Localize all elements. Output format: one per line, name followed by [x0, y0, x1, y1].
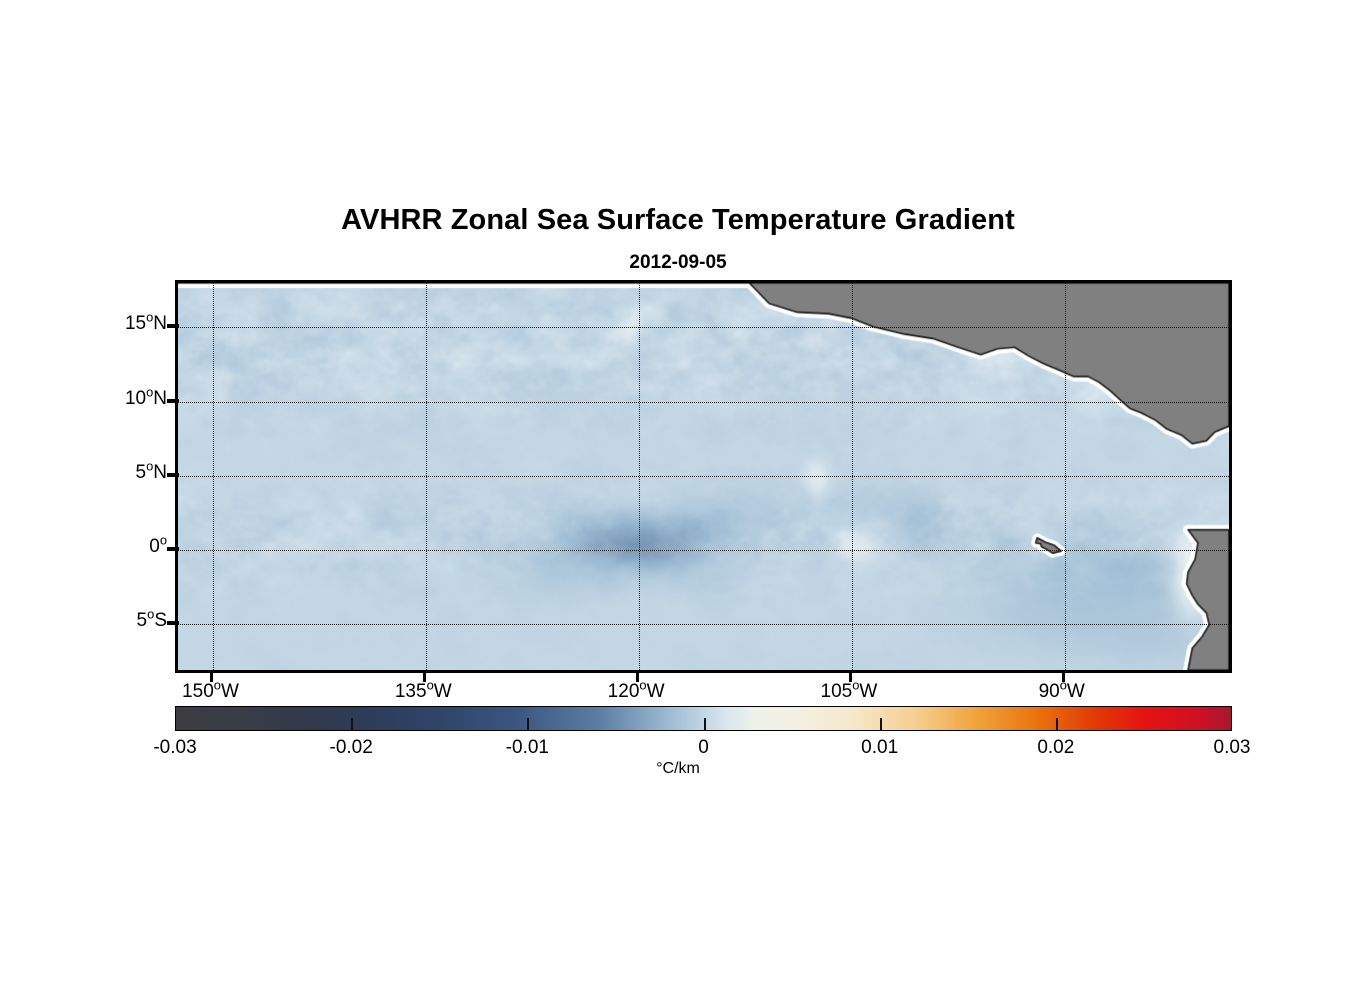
colorbar-tick-label-6: 0.03 — [1213, 737, 1251, 758]
ytick-label-3: 0o — [149, 532, 167, 557]
xtick-4 — [1061, 673, 1065, 682]
xtick-label-4: 90oW — [1038, 677, 1085, 702]
page-title: AVHRR Zonal Sea Surface Temperature Grad… — [341, 204, 1015, 236]
ytick-1 — [167, 398, 179, 403]
colorbar-tick-label-2: -0.01 — [505, 737, 549, 758]
colorbar-tick-5 — [1055, 718, 1058, 731]
map-axes — [175, 280, 1232, 673]
xtick-2 — [636, 673, 640, 682]
xtick-label-3: 105oW — [820, 677, 878, 702]
xtick-label-2: 120oW — [607, 677, 665, 702]
colorbar-tick-label-0: -0.03 — [153, 737, 197, 758]
coastline-and-land-overlay — [178, 283, 1229, 670]
xtick-label-0: 150oW — [182, 677, 239, 702]
colorbar-tick-3 — [703, 718, 706, 731]
colorbar-tick-2 — [527, 718, 530, 731]
ytick-0 — [167, 324, 179, 329]
date-subtitle: 2012-09-05 — [629, 252, 727, 273]
xtick-3 — [848, 673, 852, 682]
colorbar-tick-label-1: -0.02 — [329, 737, 373, 758]
ytick-3 — [167, 546, 179, 551]
ytick-label-0: 15oN — [124, 310, 167, 335]
colorbar-tick-1 — [351, 718, 354, 731]
ytick-label-1: 10oN — [124, 384, 167, 409]
xtick-label-1: 135oW — [394, 677, 452, 702]
colorbar-tick-4 — [879, 718, 882, 731]
ytick-label-4: 5oS — [136, 606, 167, 632]
colorbar-tick-label-5: 0.02 — [1037, 737, 1075, 758]
ytick-4 — [167, 621, 179, 626]
ytick-label-2: 5oN — [135, 458, 168, 483]
xtick-1 — [423, 673, 427, 682]
colorbar-tick-label-4: 0.01 — [861, 737, 899, 758]
colorbar-unit-label: °C/km — [656, 760, 700, 777]
ytick-2 — [167, 472, 179, 477]
colorbar-tick-label-3: 0 — [698, 737, 709, 758]
xtick-0 — [210, 673, 214, 682]
